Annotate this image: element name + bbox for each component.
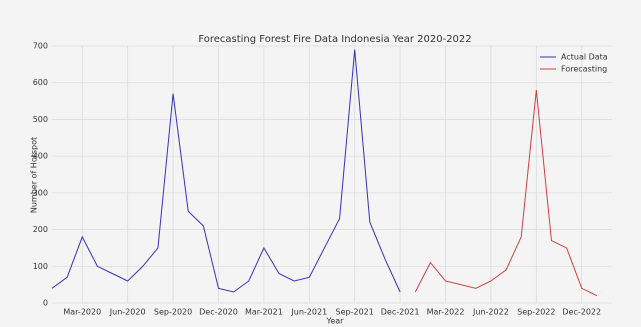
chart-title: Forecasting Forest Fire Data Indonesia Y… [198, 34, 471, 45]
x-tick-label: Sep-2021 [336, 308, 374, 317]
y-tick-label: 600 [33, 78, 48, 87]
y-tick-label: 400 [33, 152, 48, 161]
series-line [51, 49, 401, 293]
x-tick-label: Sep-2022 [517, 308, 555, 317]
x-tick-label: Sep-2020 [154, 308, 192, 317]
y-tick-label: 100 [33, 262, 48, 271]
legend-label: Forecasting [561, 65, 607, 74]
y-tick-label: 700 [33, 42, 48, 51]
y-tick-label: 300 [33, 188, 48, 197]
x-tick-label: Dec-2020 [199, 308, 238, 317]
x-tick-label: Dec-2021 [381, 308, 420, 317]
x-tick-label: Jun-2020 [109, 308, 146, 317]
x-tick-label: Mar-2022 [427, 308, 465, 317]
y-tick-label: 0 [43, 299, 48, 308]
series-line [414, 90, 598, 297]
x-tick-label: Jun-2022 [472, 308, 509, 317]
x-tick-label: Jun-2021 [290, 308, 327, 317]
y-tick-label: 200 [33, 225, 48, 234]
legend-label: Actual Data [561, 53, 608, 62]
y-axis-label: Number of Hotspot [30, 137, 39, 213]
x-tick-label: Dec-2022 [562, 308, 601, 317]
x-tick-label: Mar-2021 [245, 308, 283, 317]
x-axis-label: Year [326, 317, 345, 326]
x-tick-label: Mar-2020 [63, 308, 101, 317]
y-tick-label: 500 [33, 115, 48, 124]
